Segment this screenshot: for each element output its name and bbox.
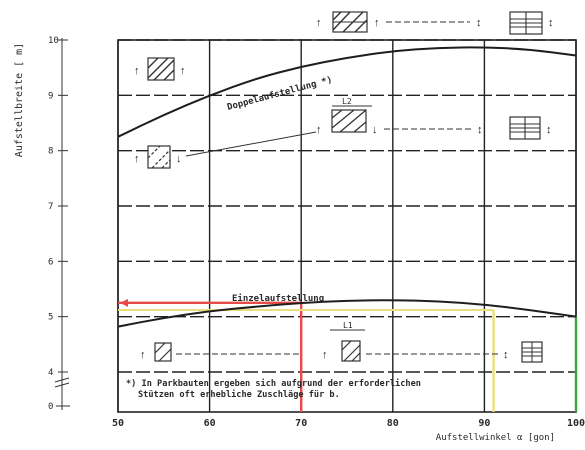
series-label-einzel: Einzelaufstellung [232,293,324,304]
arrow-updown-icon: ↕ [477,124,483,136]
parking-small-mid-icon [341,340,361,362]
arrow-updown-icon: ↕ [503,349,509,361]
arrow-up-icon: ↑ [374,17,380,29]
arrow-down-icon: ↓ [372,124,378,136]
series-curve-einzel [117,299,577,328]
y-zero-label: 0 [48,402,53,412]
arrow-up-icon: ↑ [322,349,328,361]
y-tick-label: 10 [48,36,59,46]
x-tick-label: 100 [567,418,585,429]
x-tick-label: 60 [204,418,216,429]
series-curves [117,46,577,328]
parking-hatched-icon [147,145,171,169]
arrow-updown-icon: ↕ [476,17,482,29]
connector-line [185,131,317,157]
y-axis-label: Aufstellbreite [ m] [14,43,25,157]
parking-diagonal-top-icon [332,11,368,33]
arrow-up-icon: ↑ [180,65,186,77]
marker-lines [118,298,578,412]
footnote-line-1: *) In Parkbauten ergeben sich aufgrund d… [126,378,421,389]
series-curve-doppel [117,46,577,138]
spacing-label-l2: L2 [342,97,352,106]
arrow-up-icon: ↑ [134,65,140,77]
arrow-down-icon: ↓ [176,153,182,165]
x-tick-label: 70 [295,418,307,429]
arrow-updown-icon: ↕ [548,17,554,29]
spacing-label-l1: L1 [343,321,353,330]
y-tick-label: 9 [48,91,53,101]
y-tick-label: 6 [48,257,53,267]
y-tick-label: 4 [48,368,53,378]
x-tick-label: 80 [387,418,399,429]
arrow-updown-icon: ↕ [546,124,552,136]
y-axis-break-mark [54,382,70,388]
arrow-up-icon: ↑ [316,124,322,136]
x-tick-label: 90 [478,418,490,429]
series-label-doppel: Doppelaufstellung *) [226,75,333,113]
footnote-line-2: Stützen oft erhebliche Zuschläge für b. [138,389,340,400]
parking-perpendicular-small-icon [521,341,543,363]
y-tick-label: 8 [48,147,53,157]
arrow-up-icon: ↑ [140,349,146,361]
marker-arrowhead [120,298,128,307]
arrow-up-icon: ↑ [316,17,322,29]
parking-perpendicular-mid-icon [509,116,541,140]
arrow-up-icon: ↑ [134,153,140,165]
y-tick-label: 7 [48,202,53,212]
y-tick-label: 5 [48,313,53,323]
parking-angled-mid-icon [331,109,367,133]
y-axis-break-mark [54,377,70,383]
parking-small-icon [154,342,172,362]
parking-perpendicular-top-icon [509,11,543,35]
y-ticks: 4 5 6 7 8 9 10 [48,36,68,378]
x-axis-label: Aufstellwinkel α [gon] [436,433,555,443]
parking-diagonal-icon [147,57,175,81]
x-ticks: 50 60 70 80 90 100 [112,418,585,429]
x-tick-label: 50 [112,418,124,429]
